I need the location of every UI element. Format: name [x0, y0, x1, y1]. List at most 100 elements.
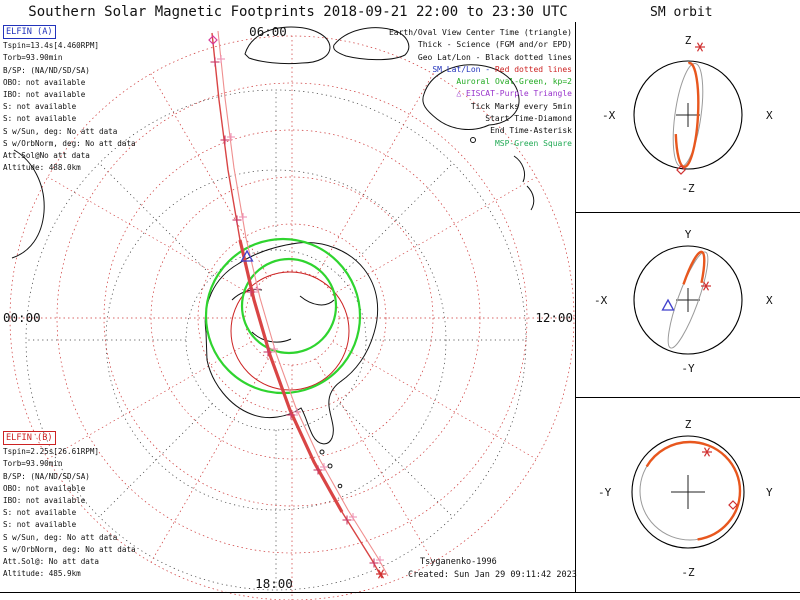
info-line: S: not available [3, 114, 77, 124]
smgrid-circle [56, 82, 528, 554]
info-line: Altitude: 485.9km [3, 569, 81, 579]
panel2-axis-bottom: -Y [681, 362, 695, 375]
diamond-marker [728, 500, 738, 510]
info-line: △ EISCAT-Purple Triangle [456, 89, 572, 99]
mlt-label-18: 18:00 [255, 576, 293, 591]
smgrid-circle [150, 176, 434, 460]
asterisk-marker [377, 569, 385, 579]
footprint-track [217, 30, 389, 577]
australia-coastline [422, 64, 520, 131]
info-line: Thick - Science (FGM and/or EPD) [417, 40, 572, 50]
new-zealand-coastline [513, 155, 526, 183]
smgrid-radial [47, 341, 252, 460]
elfin-b-info: ELFIN (B) Tspin=2.25s[26.61RPM] Torb=93.9… [3, 431, 136, 580]
auroral-oval-ring [204, 237, 362, 395]
tasmania-island [470, 137, 476, 143]
info-line: S w/Sun, deg: No att data [3, 532, 118, 542]
info-line: Altitude: 488.0km [3, 163, 81, 173]
elfin-b-lines: Tspin=2.25s[26.61RPM] Torb=93.90min B/SP: … [3, 446, 136, 580]
diamond-marker [676, 165, 686, 175]
info-line: S w/OrbNorm, deg: No att data [3, 138, 136, 148]
geogrid-circle [185, 249, 367, 431]
info-line: SM Lat/Lon - Red dotted lines [432, 64, 572, 74]
mlt-label-00: 00:00 [3, 310, 41, 325]
orbit-panel-2 [633, 245, 743, 355]
orbit-panel-3 [631, 435, 745, 549]
mlt-label-06: 06:00 [249, 24, 287, 39]
panel3-axis-bottom: -Z [681, 566, 695, 579]
geogrid-circle [105, 169, 447, 511]
info-line: S: not available [3, 508, 77, 518]
south-america-coastline [11, 149, 45, 259]
smgrid-circle [197, 223, 387, 413]
orbit-arc [670, 250, 706, 350]
info-line: Att.Sol@No att data [3, 151, 90, 161]
antarctica-iceshelf-line-2 [299, 295, 335, 306]
map-overlay-layer [204, 30, 389, 579]
info-line: OBO: not available [3, 483, 86, 493]
smgrid-radial [315, 358, 434, 563]
asterisk-marker [703, 447, 711, 457]
elfin-a-lines: Tspin=13.4s[4.460RPM] Torb=93.90min B/SP: … [3, 40, 136, 174]
info-line: S w/Sun, deg: No att data [3, 126, 118, 136]
smgrid-radial [47, 176, 252, 295]
triangle-marker [661, 298, 675, 311]
model-label: Tsyganenko-1996 [420, 557, 497, 567]
orbit-arc [674, 61, 700, 169]
sm-orbit-title: SM orbit [650, 5, 713, 20]
island [319, 449, 325, 455]
info-line: Earth/Oval View Center Time (triangle) [388, 28, 572, 37]
panel2-axis-top: Y [685, 228, 692, 241]
info-line: MSP-Green Square [494, 138, 572, 148]
elfin-a-header: ELFIN (A) [3, 25, 56, 40]
antarctica-iceshelf-line [251, 331, 292, 343]
panel1-axis-left: -X [602, 109, 616, 122]
panel1-axis-right: X [766, 109, 773, 122]
smgrid-radial [315, 73, 434, 278]
info-line: Torb=93.90min [3, 53, 63, 63]
info-line: Tick Marks every 5min [470, 101, 572, 111]
smgrid-radial [332, 341, 537, 460]
panel3-axis-top: Z [685, 418, 692, 431]
smgrid-radial [332, 176, 537, 295]
africa-coastline [244, 26, 331, 65]
orbit-arc [638, 440, 742, 542]
info-line: Att.Sol@: No att data [3, 557, 100, 567]
asterisk-marker [696, 42, 704, 52]
orbit-arc [667, 251, 709, 349]
info-line: IBO: not available [3, 496, 86, 506]
triangle-marker [240, 249, 254, 262]
elfin-a-info: ELFIN (A) Tspin=13.4s[4.460RPM] Torb=93.9… [3, 25, 136, 174]
info-line: B/SP: (NA/ND/SD/SA) [3, 65, 90, 75]
earth-circle [631, 435, 745, 549]
map-legend: Earth/Oval View Center Time (triangle) Th… [388, 27, 572, 150]
info-line: Tspin=13.4s[4.460RPM] [3, 41, 100, 51]
info-line: S: not available [3, 520, 77, 530]
asterisk-marker [702, 281, 710, 291]
info-line: B/SP: (NA/ND/SD/SA) [3, 471, 90, 481]
created-label: Created: Sun Jan 29 09:11:42 2023 [408, 570, 577, 580]
diamond-marker [208, 35, 218, 45]
info-line: S w/OrbNorm, deg: No att data [3, 544, 136, 554]
auroral-oval-ring [240, 257, 338, 355]
info-line: Torb=93.90min [3, 459, 63, 469]
info-line: Geo Lat/Lon - Black dotted lines [417, 52, 572, 62]
panel2-axis-right: X [766, 294, 773, 307]
panel1-axis-bottom: -Z [681, 182, 695, 195]
smgrid-radial [150, 73, 269, 278]
info-line: Auroral Oval-Green, kp=2 [456, 77, 572, 87]
new-zealand-coastline-2 [526, 185, 535, 211]
info-line: End Time-Asterisk [490, 126, 572, 136]
legend-lines: Earth/Oval View Center Time (triangle) Th… [388, 27, 572, 150]
info-line: OBO: not available [3, 77, 86, 87]
island [337, 483, 343, 489]
earth-circle [633, 245, 743, 355]
map-grid-layer [9, 35, 575, 600]
island [327, 463, 333, 469]
geogrid-circle [25, 89, 527, 591]
smgrid-circle [103, 129, 481, 507]
coastline-top-segment [333, 27, 410, 61]
earth-circle [633, 60, 743, 170]
footprint-track [211, 32, 383, 579]
